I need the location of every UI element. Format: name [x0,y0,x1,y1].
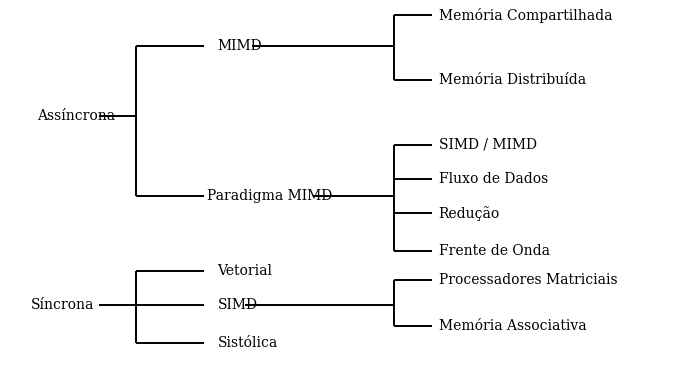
Text: SIMD: SIMD [218,298,258,312]
Text: Redução: Redução [439,206,500,221]
Text: Memória Distribuída: Memória Distribuída [439,73,585,87]
Text: Fluxo de Dados: Fluxo de Dados [439,172,548,186]
Text: Memória Compartilhada: Memória Compartilhada [439,8,612,23]
Text: SIMD / MIMD: SIMD / MIMD [439,138,537,152]
Text: Vetorial: Vetorial [218,264,273,277]
Text: Sistólica: Sistólica [218,336,278,350]
Text: Frente de Onda: Frente de Onda [439,245,549,258]
Text: Assíncrona: Assíncrona [37,109,116,123]
Text: MIMD: MIMD [218,39,262,53]
Text: Paradigma MIMD: Paradigma MIMD [207,189,333,203]
Text: Processadores Matriciais: Processadores Matriciais [439,273,617,287]
Text: Síncrona: Síncrona [31,298,94,312]
Text: Memória Associativa: Memória Associativa [439,319,586,333]
